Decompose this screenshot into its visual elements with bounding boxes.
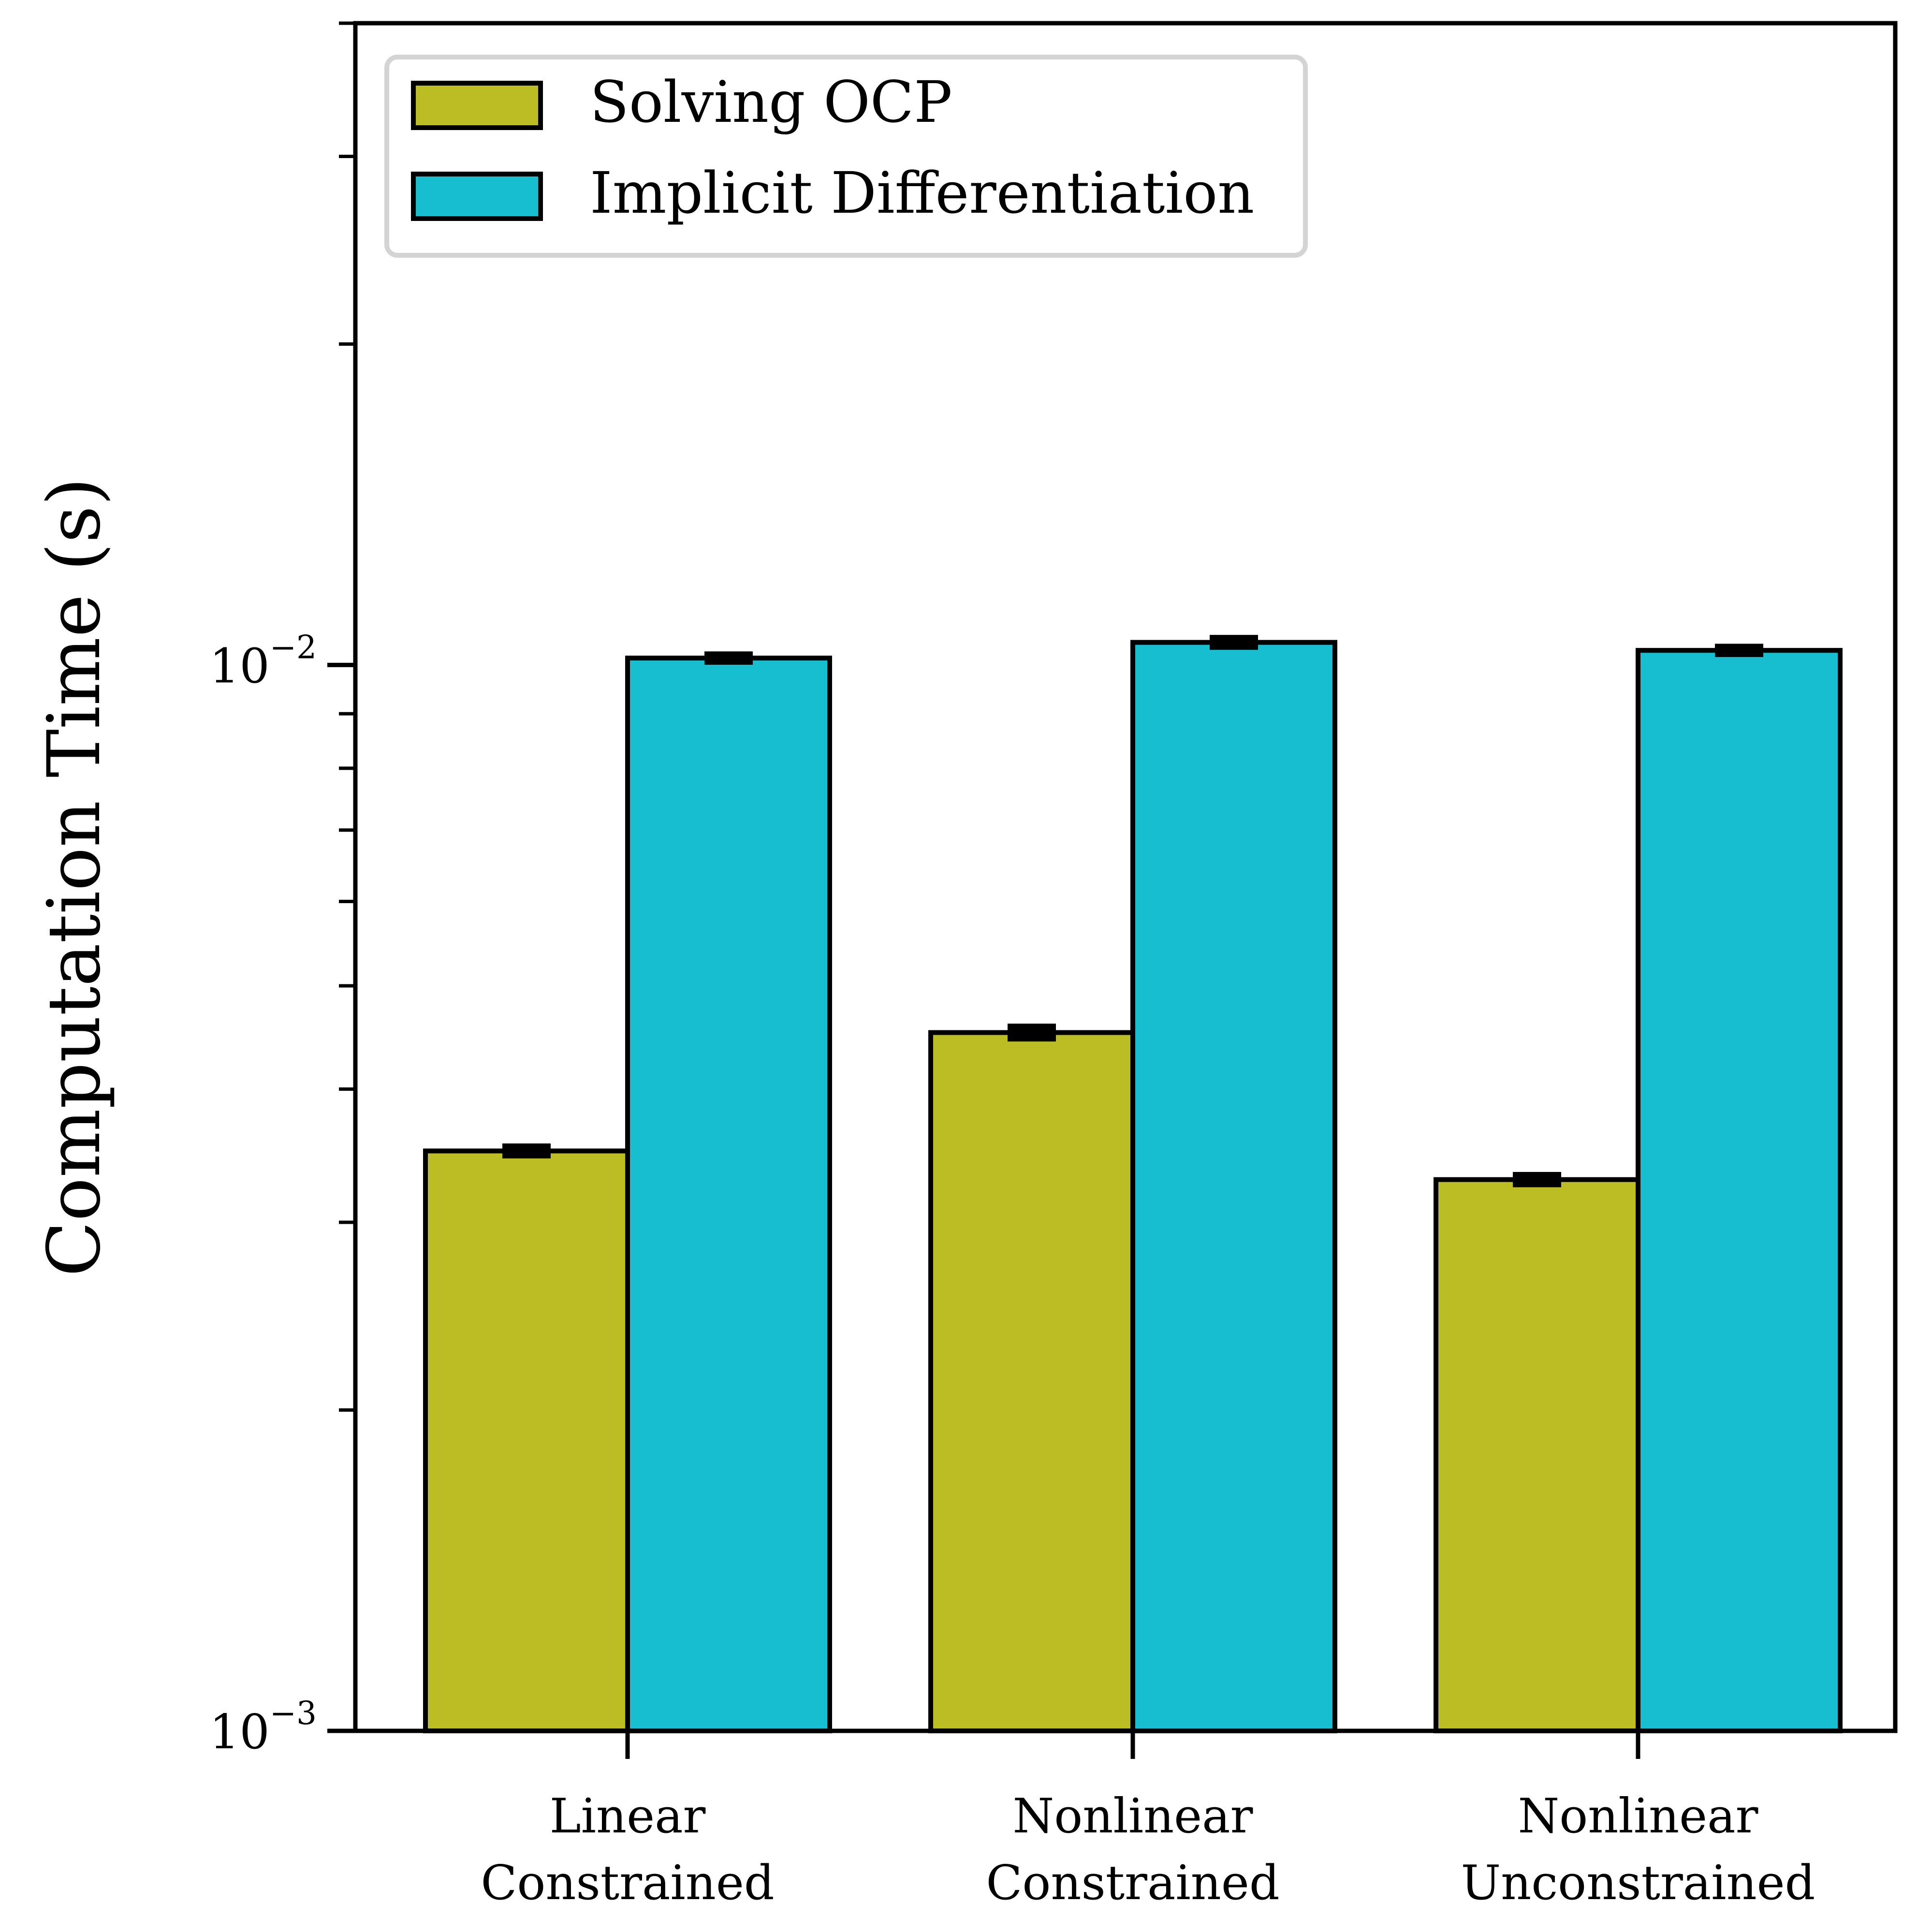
errorbar-1-1 bbox=[1210, 635, 1258, 650]
x-tick-label-1-1: Constrained bbox=[986, 1856, 1279, 1911]
legend-box bbox=[384, 55, 1308, 258]
errorbar-0-1 bbox=[1008, 1024, 1056, 1042]
legend-label-0: Solving OCP bbox=[590, 69, 952, 135]
y-tick-label-1: 10−2 bbox=[209, 629, 317, 694]
errorbars-group bbox=[502, 635, 1763, 1187]
bar-1-0 bbox=[625, 656, 832, 1733]
y-axis-label: Computation Time (s) bbox=[32, 477, 117, 1276]
x-tick-label-2-1: Unconstrained bbox=[1461, 1856, 1815, 1911]
errorbar-0-2 bbox=[1513, 1171, 1561, 1187]
bar-0-1 bbox=[928, 1030, 1135, 1734]
x-tick-label-1-0: Nonlinear bbox=[1013, 1789, 1253, 1844]
errorbar-0-0 bbox=[502, 1143, 551, 1159]
legend: Solving OCP Implicit Differentiation bbox=[384, 55, 1308, 258]
x-tick-label-0-0: Linear bbox=[550, 1789, 706, 1844]
bars-group bbox=[423, 640, 1843, 1734]
y-axis-ticks: 10−3 10−2 bbox=[209, 21, 355, 1760]
errorbar-1-2 bbox=[1715, 644, 1763, 657]
plot-frame bbox=[353, 21, 1898, 1733]
bar-0-2 bbox=[1434, 1177, 1640, 1733]
errorbar-1-0 bbox=[704, 651, 753, 665]
x-tick-label-2-0: Nonlinear bbox=[1518, 1789, 1758, 1844]
legend-swatch-1 bbox=[411, 172, 543, 221]
bar-0-0 bbox=[423, 1148, 630, 1733]
bar-1-2 bbox=[1636, 648, 1843, 1733]
legend-label-1: Implicit Differentiation bbox=[590, 160, 1254, 226]
x-tick-label-0-1: Constrained bbox=[481, 1856, 774, 1911]
legend-swatch-0 bbox=[411, 81, 543, 130]
y-tick-label-0: 10−3 bbox=[209, 1695, 317, 1760]
x-axis-ticks: Linear Constrained Nonlinear Constrained Non… bbox=[481, 1731, 1815, 1911]
bar-1-1 bbox=[1130, 640, 1337, 1733]
